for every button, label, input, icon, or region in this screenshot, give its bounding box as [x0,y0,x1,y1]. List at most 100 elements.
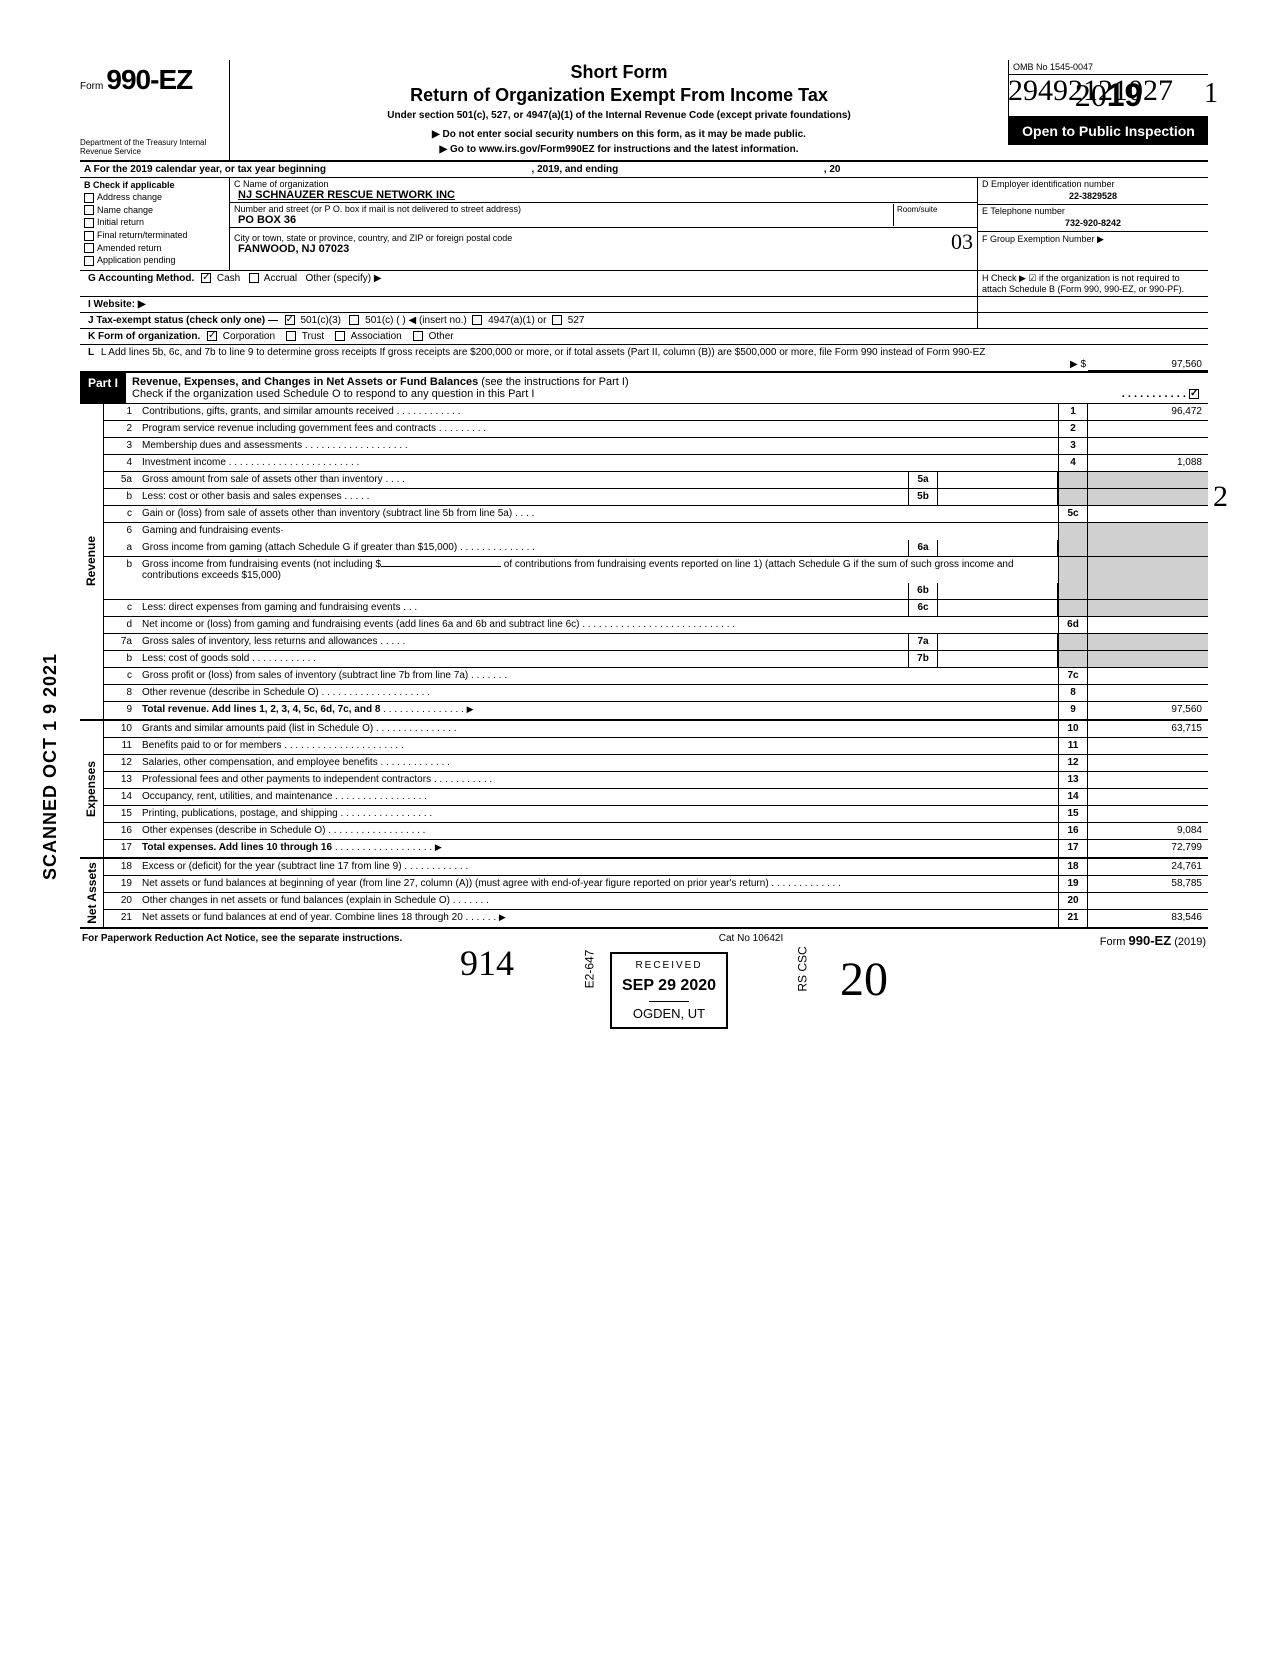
line6a-desc: Gross income from gaming (attach Schedul… [142,542,457,553]
col-d-ein: D Employer identification number 22-3829… [978,178,1208,270]
short-form-label: Short Form [236,62,1002,83]
stamp-e2: E2-647 [582,949,596,988]
cb-schedule-o[interactable] [1189,389,1199,399]
received-stamp: RECEIVED SEP 29 2020 OGDEN, UT [610,952,728,1029]
line19-val: 58,785 [1088,876,1208,892]
line10-desc: Grants and similar amounts paid (list in… [142,723,373,734]
lbl-other-org: Other [429,331,454,342]
line18-val: 24,761 [1088,859,1208,875]
line14-val [1088,789,1208,805]
line7a-desc: Gross sales of inventory, less returns a… [142,636,377,647]
l-arrow: ▶ $ [1048,345,1088,371]
line5c-val [1088,506,1208,522]
line9-desc: Total revenue. Add lines 1, 2, 3, 4, 5c,… [142,704,380,715]
cb-501c3[interactable] [285,315,295,325]
line5b-desc: Less: cost or other basis and sales expe… [142,491,342,502]
row-j: J Tax-exempt status (check only one) — 5… [80,313,1208,329]
received-top: RECEIVED [622,960,716,971]
line3-desc: Membership dues and assessments [142,440,302,451]
c-name-label: C Name of organization [234,179,329,189]
line7b-desc: Less: cost of goods sold [142,653,249,664]
cb-other-org[interactable] [413,331,423,341]
line11-desc: Benefits paid to or for members [142,740,282,751]
cb-address-change[interactable] [84,193,94,203]
line19-desc: Net assets or fund balances at beginning… [142,878,769,889]
lbl-cash: Cash [217,273,240,284]
handwritten-03: 03 [951,229,973,255]
dept-treasury: Department of the Treasury Internal Reve… [80,136,223,158]
cb-amended[interactable] [84,243,94,253]
revenue-side-label: Revenue [80,404,104,719]
part-1-check: Check if the organization used Schedule … [132,388,534,400]
line3-val [1088,438,1208,454]
lbl-trust: Trust [302,331,324,342]
org-city: FANWOOD, NJ 07023 [234,243,349,255]
line1-desc: Contributions, gifts, grants, and simila… [142,406,394,417]
subtitle: Under section 501(c), 527, or 4947(a)(1)… [236,110,1002,121]
lbl-501c: 501(c) ( [365,315,399,326]
c-addr-label: Number and street (or P O. box if mail i… [234,204,521,214]
stamp-area: 914 E2-647 RECEIVED SEP 29 2020 OGDEN, U… [80,942,1208,1062]
cb-association[interactable] [335,331,345,341]
cb-accrual[interactable] [249,273,259,283]
line9-val: 97,560 [1088,702,1208,719]
lbl-name-change: Name change [97,205,153,215]
signature-initials: 914 [460,942,514,984]
lbl-final-return: Final return/terminated [97,230,188,240]
omb-number: OMB No 1545-0047 [1009,60,1208,75]
line16-desc: Other expenses (describe in Schedule O) [142,825,325,836]
org-address: PO BOX 36 [234,214,296,226]
cb-4947[interactable] [472,315,482,325]
room-suite: Room/suite [893,204,973,226]
line4-val: 1,088 [1088,455,1208,471]
net-assets-section: Net Assets 18Excess or (deficit) for the… [80,859,1208,929]
lbl-4947: 4947(a)(1) or [488,315,546,326]
lbl-amended: Amended return [97,243,162,253]
cb-cash[interactable] [201,273,211,283]
row-i: I Website: ▶ [80,297,1208,313]
page-number-1: 1 [1204,78,1218,110]
l-value: 97,560 [1088,345,1208,371]
row-a-tax-year: A For the 2019 calendar year, or tax yea… [80,162,1208,178]
line6d-val [1088,617,1208,633]
line21-desc: Net assets or fund balances at end of ye… [142,912,463,923]
line12-desc: Salaries, other compensation, and employ… [142,757,378,768]
line6c-desc: Less: direct expenses from gaming and fu… [142,602,400,613]
line7c-desc: Gross profit or (loss) from sales of inv… [142,670,468,681]
cb-initial-return[interactable] [84,218,94,228]
line8-desc: Other revenue (describe in Schedule O) [142,687,319,698]
lbl-527: 527 [568,315,585,326]
cb-app-pending[interactable] [84,256,94,266]
lbl-other-method: Other (specify) ▶ [306,273,382,284]
header-grid: B Check if applicable Address change Nam… [80,178,1208,271]
part-1-sub: (see the instructions for Part I) [481,376,628,388]
cb-name-change[interactable] [84,205,94,215]
a-text-begin: A For the 2019 calendar year, or tax yea… [84,164,326,175]
line14-desc: Occupancy, rent, utilities, and maintena… [142,791,332,802]
h-text: H Check ▶ ☑ if the organization is not r… [978,271,1208,296]
line4-desc: Investment income [142,457,226,468]
line11-val [1088,738,1208,754]
cb-trust[interactable] [286,331,296,341]
cb-501c[interactable] [349,315,359,325]
line1-val: 96,472 [1088,404,1208,420]
cb-527[interactable] [552,315,562,325]
c-city-label: City or town, state or province, country… [234,233,512,243]
line20-val [1088,893,1208,909]
received-date: SEP 29 2020 [622,977,716,995]
part-1-title: Revenue, Expenses, and Changes in Net As… [132,376,478,388]
line17-desc: Total expenses. Add lines 10 through 16 [142,842,332,853]
instruction-1: ▶ Do not enter social security numbers o… [236,129,1002,140]
row-l: L L Add lines 5b, 6c, and 7b to line 9 t… [80,345,1208,371]
line16-val: 9,084 [1088,823,1208,839]
line15-val [1088,806,1208,822]
line15-desc: Printing, publications, postage, and shi… [142,808,338,819]
j-label: J Tax-exempt status (check only one) — [84,313,282,328]
b-heading: B Check if applicable [84,180,225,190]
cb-corporation[interactable] [207,331,217,341]
cb-final-return[interactable] [84,231,94,241]
row-g-h: G Accounting Method. Cash Accrual Other … [80,271,1208,297]
line2-desc: Program service revenue including govern… [142,423,436,434]
line6b-desc: Gross income from fundraising events (no… [142,559,381,570]
lbl-insert-no: ) ◀ (insert no.) [402,315,466,326]
